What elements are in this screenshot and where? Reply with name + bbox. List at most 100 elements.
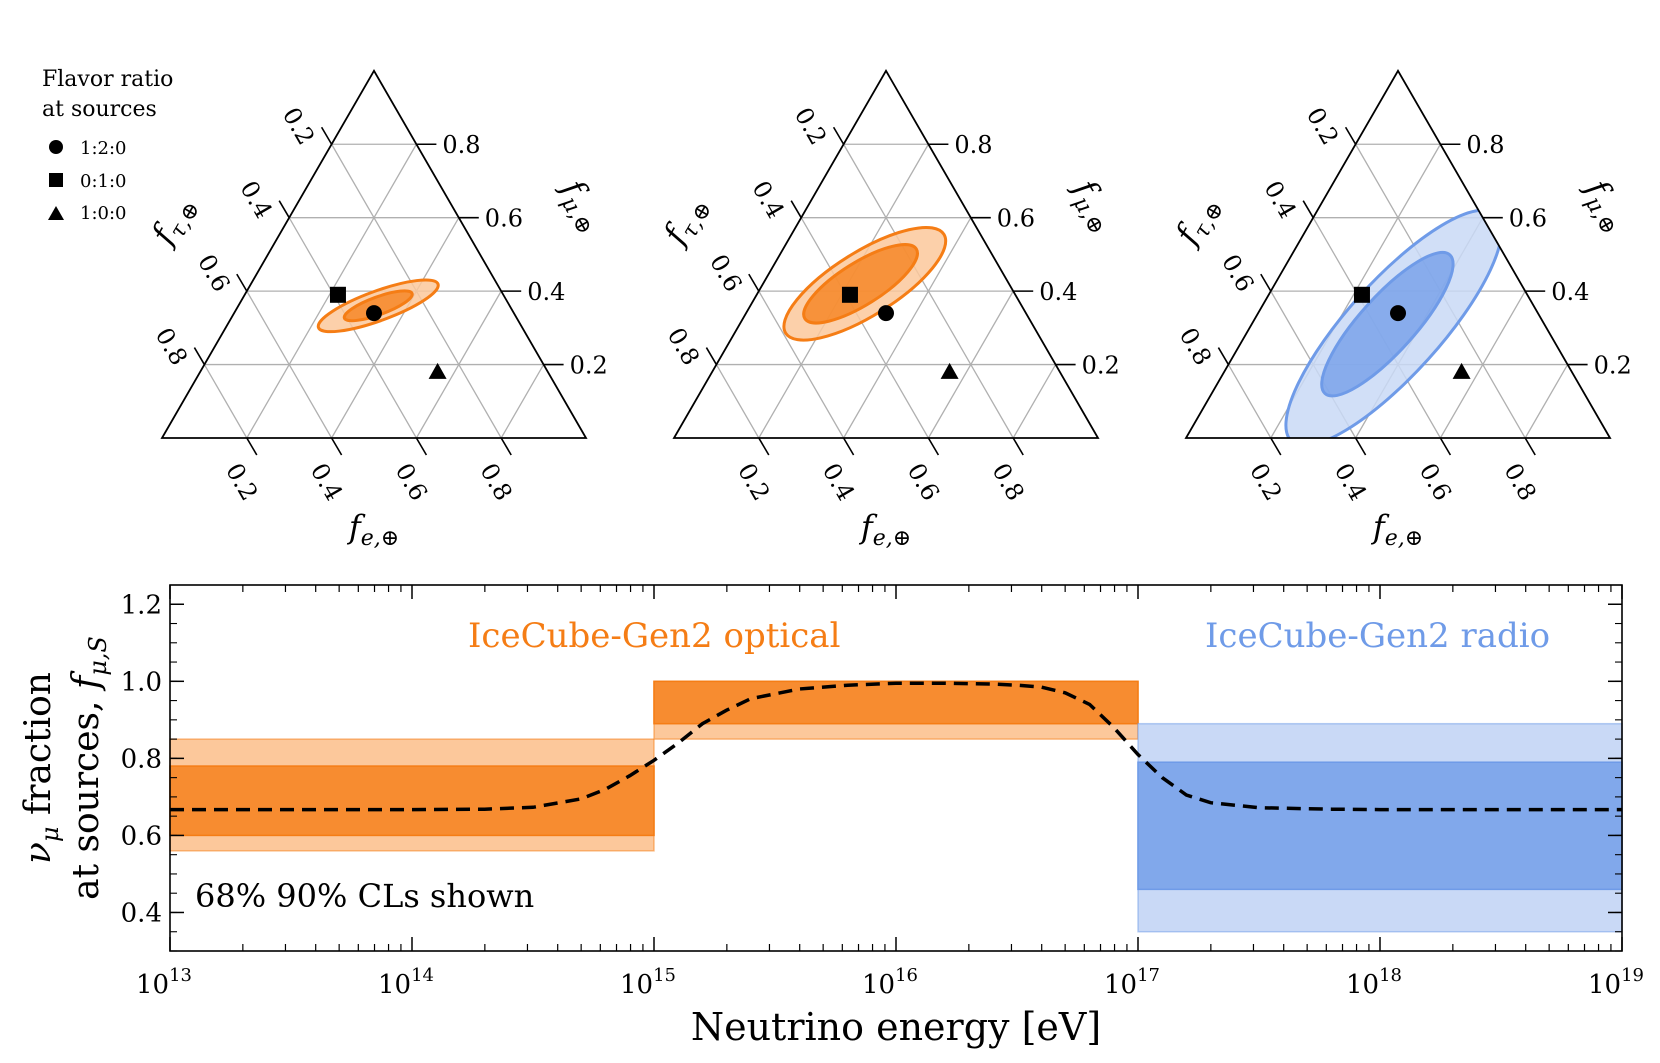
tick-bottom — [758, 437, 770, 456]
tick-label-fe: 0.8 — [474, 458, 517, 505]
annotation-cl: 68% 90% CLs shown — [195, 877, 534, 915]
ternary-panel-radio: 0.20.20.20.40.40.40.60.60.60.80.80.8fe,⊕… — [1167, 69, 1632, 551]
x-tick-exp: 16 — [895, 965, 918, 986]
tick-left — [1217, 347, 1230, 365]
tick-bottom — [927, 437, 940, 456]
grid-line-ftau — [203, 364, 248, 439]
axis-title-ftau: fτ,⊕ — [143, 189, 206, 255]
grid-line-fe — [927, 290, 1014, 439]
axis-title-fe: fe,⊕ — [347, 508, 399, 551]
tick-label-ftau: 0.4 — [234, 176, 277, 223]
marker-triangle-100 — [428, 362, 447, 379]
x-tick-label: 1017 — [1104, 965, 1160, 1000]
tick-bottom — [1012, 437, 1024, 456]
legend-label-square: 0:1:0 — [80, 171, 127, 192]
marker-triangle-100 — [940, 362, 959, 379]
y-tick-label: 1.0 — [121, 667, 162, 697]
x-tick-label: 1015 — [620, 965, 676, 1000]
tick-label-ftau: 0.8 — [662, 323, 705, 370]
grid-line-fe — [843, 217, 972, 439]
tick-label-ftau: 0.4 — [746, 176, 789, 223]
grid-line-fe — [1439, 290, 1526, 439]
flavor-fraction-curve — [170, 681, 1622, 812]
tick-left — [320, 126, 333, 145]
x-tick-exp: 14 — [411, 965, 434, 986]
legend-title-line1: Flavor ratio — [42, 67, 173, 92]
grid-line-ftau — [246, 290, 333, 439]
axis-title-fmu: fμ,⊕ — [549, 171, 613, 239]
tick-left — [705, 347, 718, 365]
axis-ticks: 1013 1014 1015 1016 1017 1018 10190.40.60.81.0… — [121, 585, 1644, 1000]
tick-label-fe: 0.2 — [732, 458, 775, 505]
grid-line-ftau — [758, 290, 845, 439]
tick-bottom — [1270, 437, 1282, 456]
grid-line-ftau — [800, 217, 929, 439]
legend-circle-marker — [49, 140, 63, 154]
tick-label-fe: 0.4 — [305, 458, 348, 505]
x-tick-label: 1018 — [1346, 965, 1402, 1000]
x-tick-exp: 15 — [653, 965, 676, 986]
y-label-at-sources: at sources, — [66, 689, 107, 900]
y-label-nu-sub: μ — [36, 826, 64, 842]
grid-line-ftau — [1227, 364, 1272, 439]
tick-bottom — [500, 437, 512, 456]
tick-label-ftau: 0.2 — [1301, 103, 1344, 150]
confidence-region-68 — [802, 243, 919, 325]
tick-bottom — [330, 437, 343, 456]
grid-line-ftau — [715, 364, 760, 439]
ternary-regions — [1284, 208, 1504, 438]
x-axis-label: Neutrino energy [eV] — [691, 1005, 1101, 1049]
x-tick-exp: 13 — [169, 965, 192, 986]
y-axis-label-line2: at sources, fμ,S — [66, 636, 112, 900]
annotation-radio: IceCube-Gen2 radio — [1205, 616, 1550, 656]
grid-line-fe — [500, 364, 545, 439]
x-tick-base: 10 — [136, 970, 169, 1000]
legend-label-triangle: 1:0:0 — [80, 203, 127, 224]
tick-label-fmu: 0.2 — [1082, 352, 1120, 380]
confidence-bands — [169, 680, 1623, 933]
tick-bottom — [1354, 437, 1367, 456]
tick-label-fmu: 0.4 — [1039, 278, 1077, 306]
tick-bottom — [842, 437, 855, 456]
band-68cl-radio — [1137, 761, 1623, 891]
tick-label-fmu: 0.8 — [954, 131, 992, 159]
x-tick-label: 1014 — [378, 965, 434, 1000]
y-label-nu: ν — [18, 842, 59, 864]
tick-label-fmu: 0.6 — [485, 205, 523, 233]
x-tick-label: 1016 — [862, 965, 918, 1000]
tick-label-fe: 0.8 — [1498, 458, 1541, 505]
tick-left — [1260, 273, 1272, 292]
grid-line-fe — [415, 290, 502, 439]
y-axis-label-line1: νμ fraction — [18, 672, 64, 864]
tick-label-fe: 0.6 — [902, 458, 945, 505]
tick-label-fmu: 0.6 — [997, 205, 1035, 233]
ternary-ticks — [1217, 126, 1588, 456]
tick-label-fmu: 0.2 — [1594, 352, 1632, 380]
x-tick-exp: 17 — [1137, 965, 1160, 986]
tick-left — [748, 273, 760, 292]
axis-title-fmu: fμ,⊕ — [1061, 171, 1125, 239]
tick-label-fmu: 0.2 — [570, 352, 608, 380]
y-tick-label: 0.6 — [121, 821, 162, 851]
x-tick-label: 1019 — [1588, 965, 1644, 1000]
marker-circle-120 — [878, 305, 894, 322]
ternary-regions — [316, 278, 440, 334]
band-68cl-optical — [169, 765, 655, 837]
legend-title-line2: at sources — [42, 97, 157, 122]
marker-square-010 — [841, 286, 858, 303]
x-tick-exp: 19 — [1621, 965, 1644, 986]
y-label-fraction: fraction — [18, 672, 59, 826]
y-tick-label: 1.2 — [121, 590, 162, 620]
tick-label-ftau: 0.6 — [1216, 250, 1259, 297]
legend: Flavor ratio at sources 1:2:0 0:1:0 1:0:… — [42, 67, 173, 224]
tick-label-fe: 0.8 — [986, 458, 1029, 505]
energy-plot: 1013 1014 1015 1016 1017 1018 10190.40.60.81.0… — [18, 584, 1644, 1049]
tick-bottom — [1439, 437, 1452, 456]
x-tick-base: 10 — [378, 970, 411, 1000]
ternary-panel-optical-left: 0.20.20.20.40.40.40.60.60.60.80.80.8fe,⊕… — [143, 69, 613, 551]
tick-label-fe: 0.2 — [1244, 458, 1287, 505]
grid-line-fe — [331, 217, 460, 439]
tick-label-ftau: 0.8 — [150, 323, 193, 370]
tick-label-ftau: 0.2 — [789, 103, 832, 150]
